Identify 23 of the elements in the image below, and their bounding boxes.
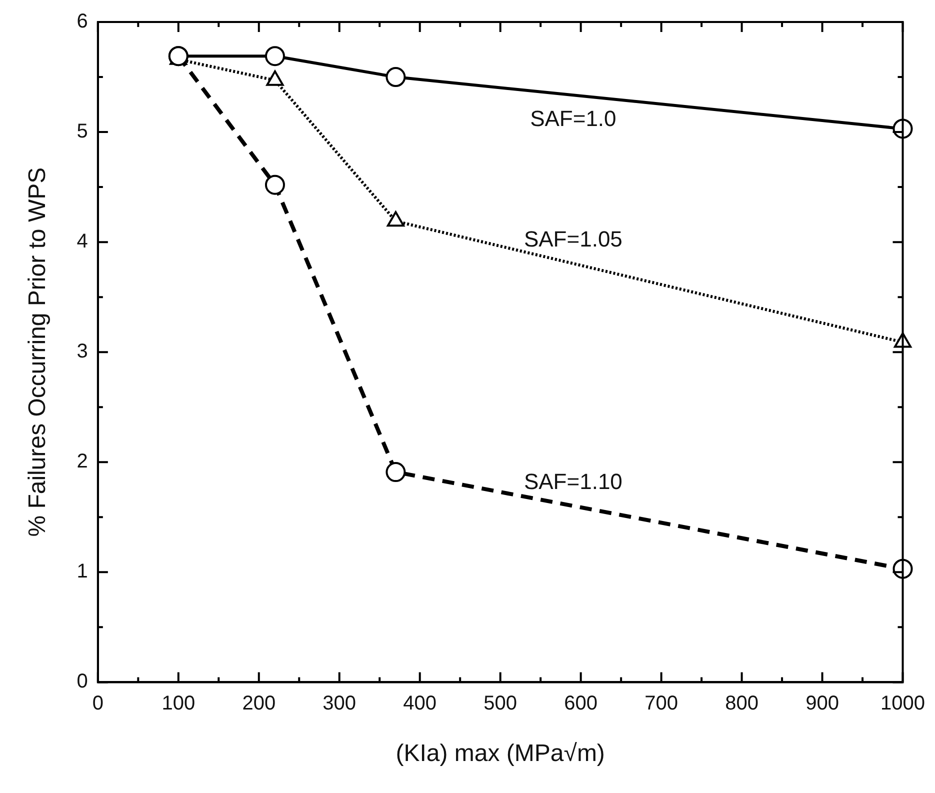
series-label: SAF=1.0 bbox=[530, 106, 616, 132]
x-tick-label: 900 bbox=[806, 692, 839, 715]
x-tick-label: 400 bbox=[403, 692, 437, 715]
y-tick-label: 3 bbox=[76, 340, 88, 363]
x-tick-label: 600 bbox=[564, 692, 598, 715]
x-axis-title: (KIa) max (MPa√m) bbox=[396, 740, 605, 768]
x-tick-label: 300 bbox=[322, 692, 356, 715]
x-tick-label: 1000 bbox=[880, 692, 926, 715]
y-axis-title: % Failures Occurring Prior to WPS bbox=[24, 167, 52, 537]
x-tick-label: 800 bbox=[725, 692, 758, 715]
x-tick-label: 500 bbox=[484, 692, 518, 715]
y-tick-label: 2 bbox=[76, 450, 88, 473]
x-tick-label: 200 bbox=[242, 692, 276, 715]
y-tick-label: 5 bbox=[76, 120, 88, 143]
x-tick-label: 700 bbox=[644, 692, 678, 715]
x-tick-label: 0 bbox=[92, 692, 104, 715]
y-tick-label: 1 bbox=[76, 560, 88, 583]
y-tick-label: 4 bbox=[76, 230, 88, 253]
series-label: SAF=1.05 bbox=[524, 226, 622, 252]
series-label: SAF=1.10 bbox=[524, 468, 622, 494]
y-tick-label: 6 bbox=[76, 10, 88, 33]
y-tick-label: 0 bbox=[76, 670, 88, 693]
x-tick-label: 100 bbox=[162, 692, 196, 715]
